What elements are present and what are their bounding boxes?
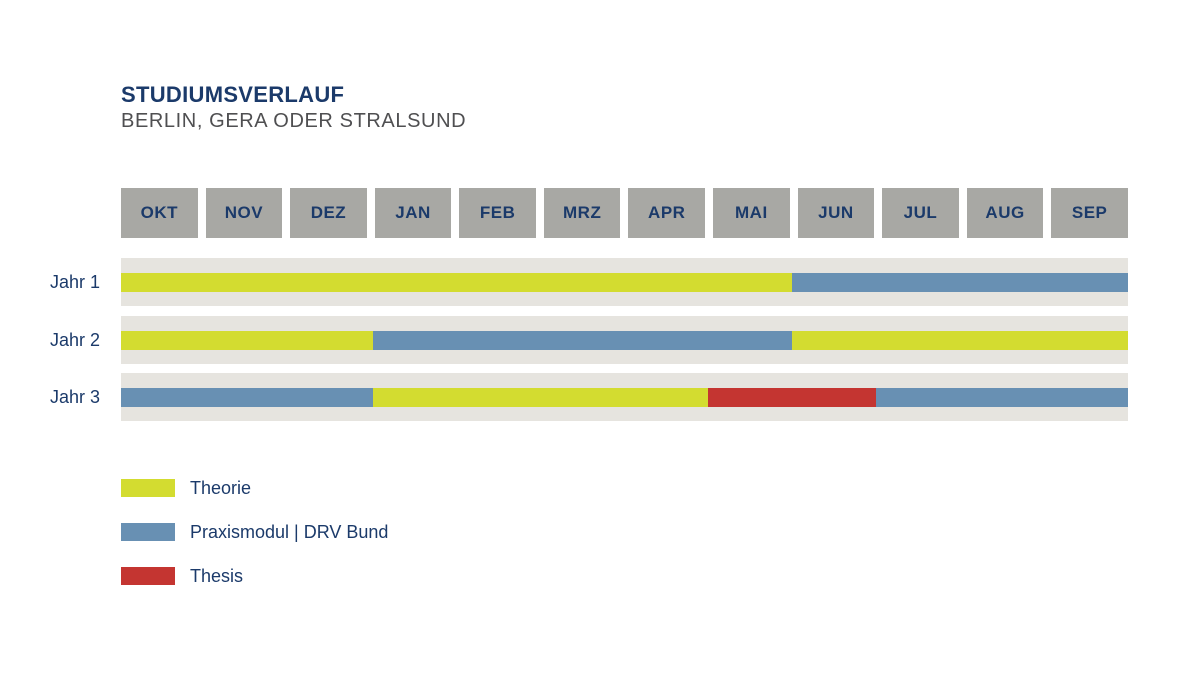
year-bar-jahr-3	[121, 387, 1128, 407]
segment-praxis	[876, 387, 1128, 407]
segment-theorie	[121, 272, 793, 292]
segment-theorie	[121, 330, 373, 350]
month-label-dez: DEZ	[290, 188, 367, 238]
segment-praxis	[372, 330, 793, 350]
month-label-nov: NOV	[205, 188, 283, 238]
month-label-feb: FEB	[459, 188, 536, 238]
legend-swatch-thesis	[121, 567, 175, 585]
segment-thesis	[708, 387, 877, 407]
year-label-jahr-2: Jahr 2	[49, 330, 100, 350]
year-track-jahr-2	[121, 316, 1128, 364]
year-bar-jahr-1	[121, 272, 1128, 292]
year-label-jahr-1: Jahr 1	[49, 272, 100, 292]
page-subtitle: BERLIN, GERA ODER STRALSUND	[121, 110, 467, 132]
legend-swatch-theorie	[121, 479, 175, 497]
month-label-okt: OKT	[121, 188, 198, 238]
month-label-jun: JUN	[797, 188, 875, 238]
month-label-sep: SEP	[1051, 188, 1128, 238]
segment-theorie	[792, 330, 1128, 350]
segment-theorie	[372, 387, 709, 407]
year-label-jahr-3: Jahr 3	[49, 387, 100, 407]
segment-praxis	[792, 272, 1128, 292]
legend-label-praxismodul: Praxismodul | DRV Bund	[190, 521, 389, 542]
segment-praxis	[121, 387, 373, 407]
year-track-jahr-3	[121, 373, 1128, 421]
month-label-aug: AUG	[966, 188, 1044, 238]
month-label-mai: MAI	[713, 188, 790, 238]
month-label-mrz: MRZ	[543, 188, 621, 238]
legend-swatch-praxismodul	[121, 523, 175, 541]
month-label-apr: APR	[628, 188, 706, 238]
legend-item-theorie: Theorie	[121, 477, 388, 498]
year-bar-jahr-2	[121, 330, 1128, 350]
legend-item-praxismodul: Praxismodul | DRV Bund	[121, 521, 389, 542]
legend-label-thesis: Thesis	[190, 565, 244, 586]
month-label-jan: JAN	[374, 188, 452, 238]
page-title: STUDIUMSVERLAUF	[121, 82, 345, 107]
month-label-jul: JUL	[882, 188, 959, 238]
legend-label-theorie: Theorie	[190, 477, 252, 498]
year-track-jahr-1	[121, 258, 1128, 306]
month-header-row: OKT NOV DEZ JAN FEB MRZ APR MAI JUN JUL …	[121, 188, 1128, 238]
legend-item-thesis: Thesis	[121, 565, 388, 586]
legend: Theorie Praxismodul | DRV Bund Thesis	[121, 477, 389, 611]
